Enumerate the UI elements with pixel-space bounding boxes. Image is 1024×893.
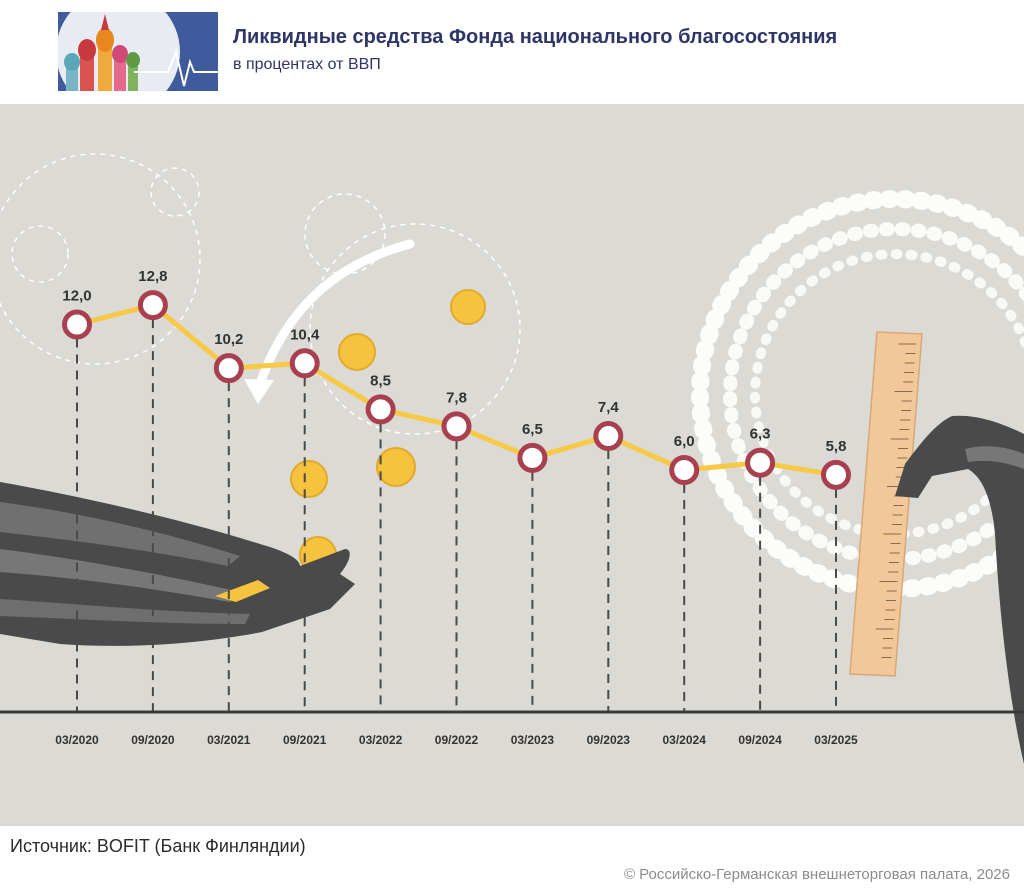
- arrow-decoration: [253, 239, 415, 394]
- data-point-marker: [669, 455, 700, 485]
- x-tick-label: 09/2022: [435, 733, 479, 747]
- data-value-label: 8,5: [370, 372, 391, 389]
- dotted-ring-decoration: [750, 249, 1024, 539]
- x-tick-label: 09/2024: [738, 733, 782, 747]
- decoration: [0, 153, 1024, 764]
- x-tick-label: 09/2023: [587, 733, 631, 747]
- data-point-marker: [213, 353, 244, 384]
- x-tick-label: 03/2021: [207, 733, 251, 747]
- x-tick-label: 03/2024: [663, 733, 707, 747]
- coin-decoration: [376, 447, 416, 487]
- dashed-circle-decoration: [11, 225, 69, 283]
- dashed-circle-decoration: [150, 167, 200, 217]
- chart: 12,0 12,8 10,2 10,4 8,5 7,8 6,5 7,4 6,0 6,3 5,8 03…: [0, 153, 1024, 764]
- data-value-label: 12,0: [62, 288, 91, 305]
- dashed-circle-decoration: [304, 193, 386, 275]
- x-tick-label: 03/2022: [359, 733, 403, 747]
- data-point-marker: [62, 309, 92, 340]
- marker-layer: [62, 290, 851, 490]
- data-point-marker: [365, 394, 396, 425]
- ruler-decoration: [849, 331, 923, 677]
- x-tick-label: 03/2025: [814, 733, 858, 747]
- data-point-marker: [821, 459, 851, 490]
- chart-subtitle: в процентах от ВВП: [233, 56, 381, 73]
- value-label-layer: 12,0 12,8 10,2 10,4 8,5 7,8 6,5 7,4 6,0 6,3 5,8: [62, 268, 846, 455]
- dashed-circle-decoration: [309, 223, 521, 435]
- data-point-marker: [745, 447, 776, 478]
- data-value-label: 10,2: [214, 331, 243, 348]
- chart-panel: 12,0 12,8 10,2 10,4 8,5 7,8 6,5 7,4 6,0 6,3 5,8 03…: [0, 104, 1024, 826]
- data-value-label: 12,8: [138, 268, 167, 285]
- coin-decoration: [290, 460, 328, 498]
- header: Ликвидные средства Фонда национального б…: [0, 0, 1024, 104]
- data-value-label: 7,8: [446, 389, 467, 406]
- data-point-marker: [289, 348, 320, 379]
- dashed-circle-decoration: [0, 153, 201, 365]
- data-point-marker: [593, 421, 624, 452]
- x-tick-label: 09/2020: [131, 733, 175, 747]
- data-point-marker: [137, 290, 168, 321]
- hand-left-decoration: [0, 482, 355, 646]
- copyright-note: © Российско-Германская внешнеторговая па…: [623, 866, 1010, 883]
- data-value-label: 6,5: [522, 421, 543, 438]
- coin-decoration: [338, 333, 376, 371]
- data-value-label: 10,4: [290, 326, 320, 343]
- x-tick-label: 03/2023: [511, 733, 555, 747]
- source-note: Источник: BOFIT (Банк Финляндии): [10, 836, 306, 856]
- data-value-label: 6,3: [750, 426, 771, 443]
- dropline-layer: [76, 319, 837, 712]
- hand-right-decoration: [895, 415, 1024, 764]
- x-tick-label: 03/2020: [55, 733, 99, 747]
- data-value-label: 6,0: [674, 433, 695, 450]
- data-value-label: 5,8: [826, 438, 847, 455]
- data-value-label: 7,4: [598, 399, 620, 416]
- chart-title: Ликвидные средства Фонда национального б…: [233, 26, 838, 48]
- logo-image: [58, 12, 218, 91]
- arrowhead-decoration: [244, 379, 274, 404]
- data-point-marker: [441, 411, 472, 442]
- x-tick-label: 09/2021: [283, 733, 327, 747]
- coin-decoration: [450, 289, 486, 325]
- data-point-marker: [517, 442, 548, 473]
- x-tick-label-layer: 03/2020 09/2020 03/2021 09/2021 03/2022 09/20…: [55, 733, 858, 747]
